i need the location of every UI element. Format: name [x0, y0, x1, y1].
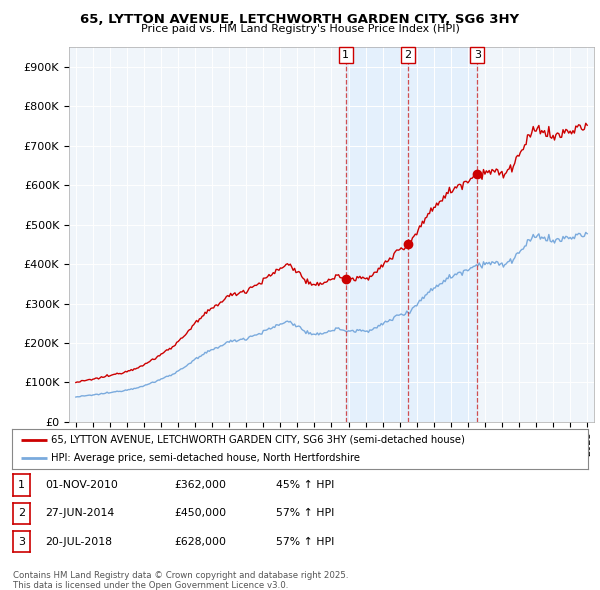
Text: £450,000: £450,000 — [174, 509, 226, 518]
Text: 57% ↑ HPI: 57% ↑ HPI — [276, 537, 334, 546]
Text: 57% ↑ HPI: 57% ↑ HPI — [276, 509, 334, 518]
Text: 65, LYTTON AVENUE, LETCHWORTH GARDEN CITY, SG6 3HY: 65, LYTTON AVENUE, LETCHWORTH GARDEN CIT… — [80, 13, 520, 26]
Text: £628,000: £628,000 — [174, 537, 226, 546]
Text: 2: 2 — [18, 509, 25, 518]
Text: HPI: Average price, semi-detached house, North Hertfordshire: HPI: Average price, semi-detached house,… — [51, 453, 360, 463]
Bar — [346, 47, 477, 422]
Text: This data is licensed under the Open Government Licence v3.0.: This data is licensed under the Open Gov… — [13, 581, 289, 589]
Text: 2: 2 — [404, 50, 412, 60]
Text: 3: 3 — [474, 50, 481, 60]
Text: 65, LYTTON AVENUE, LETCHWORTH GARDEN CITY, SG6 3HY (semi-detached house): 65, LYTTON AVENUE, LETCHWORTH GARDEN CIT… — [51, 435, 465, 445]
Text: 27-JUN-2014: 27-JUN-2014 — [45, 509, 114, 518]
Text: Contains HM Land Registry data © Crown copyright and database right 2025.: Contains HM Land Registry data © Crown c… — [13, 571, 349, 580]
Text: 01-NOV-2010: 01-NOV-2010 — [45, 480, 118, 490]
Text: 20-JUL-2018: 20-JUL-2018 — [45, 537, 112, 546]
Text: 1: 1 — [18, 480, 25, 490]
Text: Price paid vs. HM Land Registry's House Price Index (HPI): Price paid vs. HM Land Registry's House … — [140, 24, 460, 34]
Text: £362,000: £362,000 — [174, 480, 226, 490]
Text: 3: 3 — [18, 537, 25, 546]
Text: 45% ↑ HPI: 45% ↑ HPI — [276, 480, 334, 490]
Text: 1: 1 — [342, 50, 349, 60]
